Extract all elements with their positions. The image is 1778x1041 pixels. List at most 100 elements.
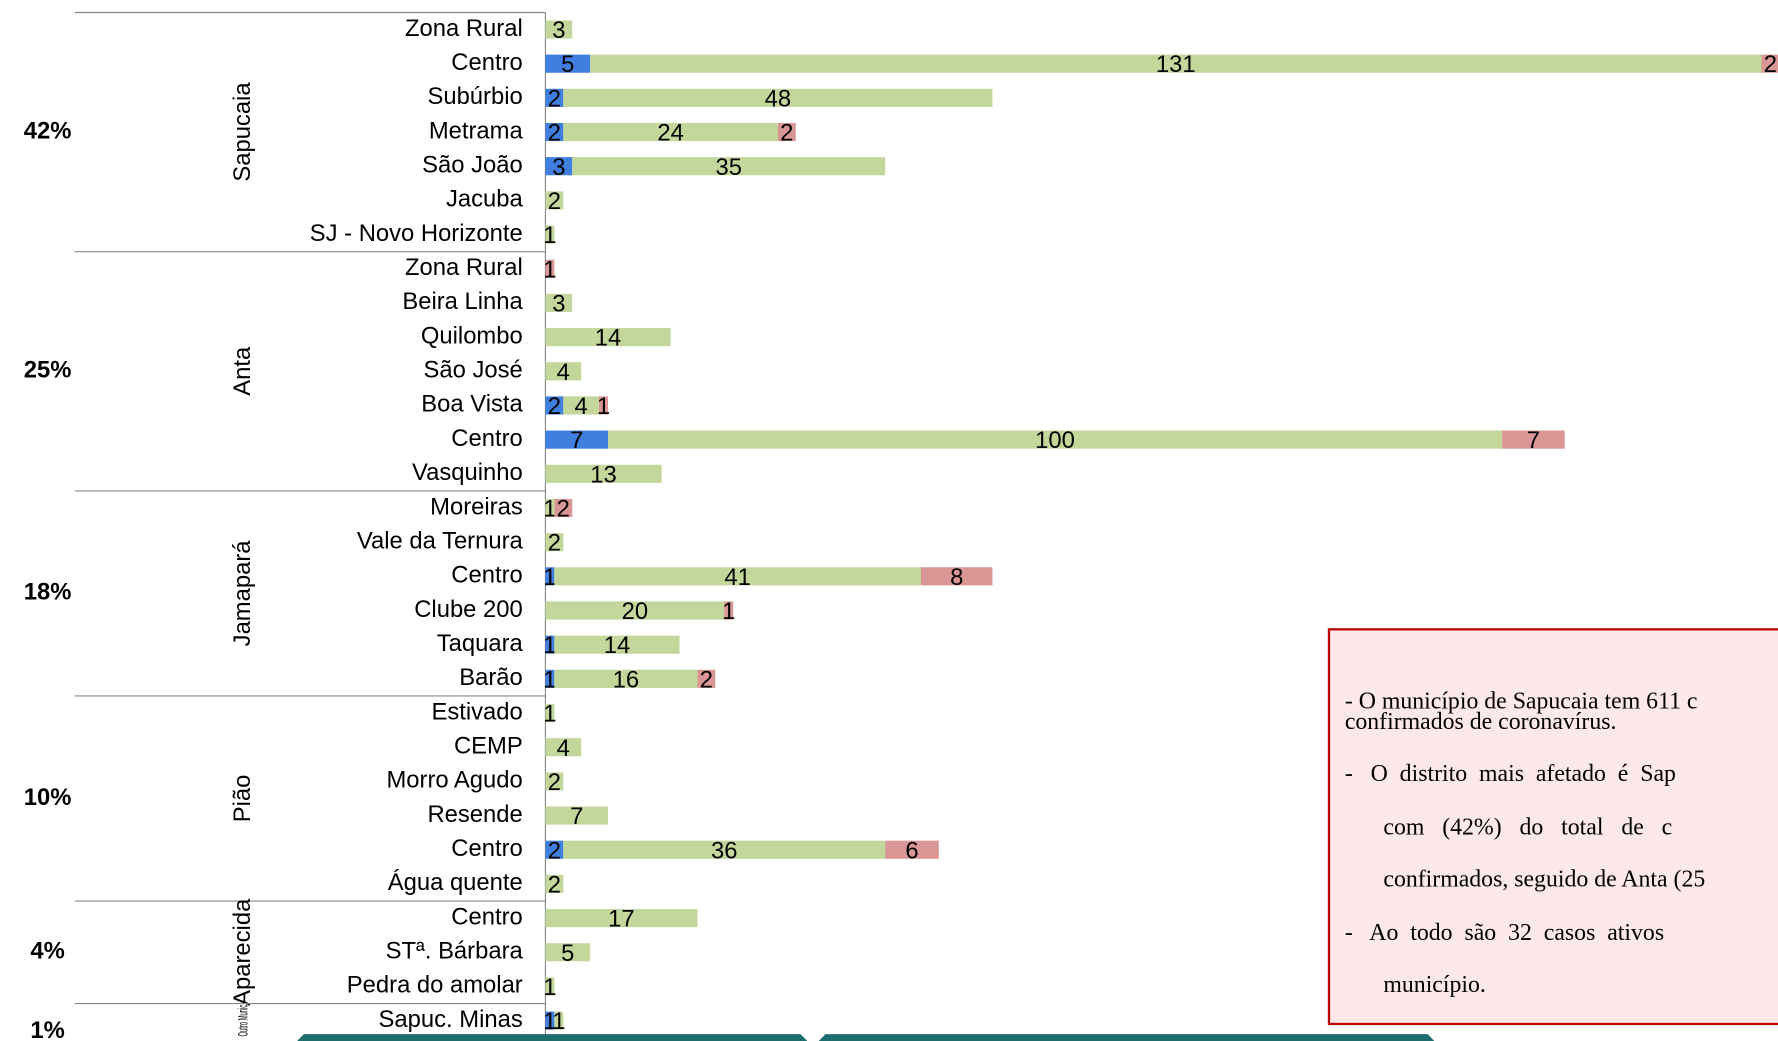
value-label: 2 [548, 393, 561, 420]
bar-segment [545, 122, 564, 142]
category-label: Resende [427, 801, 522, 828]
bar-segment [545, 874, 564, 893]
value-label: 17 [608, 906, 634, 933]
value-label: 2 [1764, 51, 1777, 78]
value-label: 4 [557, 359, 570, 386]
value-label: 41 [724, 564, 750, 591]
category-label: STª. Bárbara [386, 938, 524, 965]
note-line: confirmados de coronavírus. [1345, 709, 1617, 735]
bar-segment [545, 772, 564, 791]
category-label: Moreiras [430, 493, 523, 520]
category-label: Centro [451, 49, 522, 76]
bar-segment [777, 122, 796, 142]
category-label: Morro Agudo [386, 767, 522, 794]
value-label: 14 [604, 632, 630, 659]
group-share: 42% [24, 117, 72, 144]
group-share: 4% [30, 938, 64, 965]
bar-segment [545, 225, 555, 244]
category-label: Clube 200 [414, 596, 523, 623]
category-label: Quilombo [421, 322, 523, 349]
value-label: 1 [543, 1008, 556, 1035]
value-label: 3 [552, 290, 565, 317]
value-label: 1 [597, 393, 610, 420]
group-share: 18% [24, 579, 72, 606]
group-name: Aparecida [229, 898, 256, 1006]
bar-segment [599, 396, 609, 415]
value-label: 2 [548, 85, 561, 112]
value-label: 1 [543, 666, 556, 693]
bar-segment [1502, 430, 1565, 449]
value-label: 6 [905, 837, 918, 864]
bar-segment [545, 396, 564, 415]
bar-segment [697, 669, 716, 688]
bar-segment [545, 909, 698, 928]
bar-segment [885, 840, 939, 859]
value-label: 1 [552, 1008, 565, 1035]
category-label: Subúrbio [427, 83, 522, 110]
bar-segment [1761, 54, 1778, 73]
value-label: 1 [543, 564, 556, 591]
group-share: 25% [24, 357, 72, 384]
value-label: 1 [543, 974, 556, 1001]
bar-segment [545, 840, 564, 859]
bar-segment [563, 88, 993, 107]
bar-segment [724, 601, 734, 620]
value-label: 4 [575, 393, 588, 420]
bar-segment [920, 567, 993, 586]
value-label: 7 [570, 427, 583, 454]
bar-segment [554, 567, 921, 586]
bar-segment [545, 669, 555, 688]
bar-segment [563, 840, 886, 859]
note-line: - Ao todo são 32 casos ativos [1345, 920, 1664, 946]
value-label: 100 [1035, 427, 1075, 454]
group-share: 10% [24, 784, 72, 811]
category-label: Estivado [431, 698, 522, 725]
value-label: 35 [715, 154, 741, 181]
category-label: Zona Rural [405, 15, 523, 42]
value-label: 24 [657, 120, 683, 147]
value-label: 1 [543, 256, 556, 283]
category-label: Centro [451, 425, 522, 452]
bar-segment [563, 122, 778, 142]
note-line: - O distrito mais afetado é Sap [1345, 761, 1676, 787]
value-label: 2 [557, 496, 570, 523]
category-label: Centro [451, 562, 522, 589]
value-label: 8 [950, 564, 963, 591]
value-label: 1 [543, 222, 556, 249]
bar-segment [554, 669, 698, 688]
value-label: 2 [548, 871, 561, 898]
bar-segment [545, 362, 582, 381]
group-name: Pião [229, 775, 256, 823]
value-label: 1 [543, 632, 556, 659]
value-label: 20 [622, 598, 648, 625]
category-label: Beira Linha [402, 288, 523, 315]
bar-segment [590, 54, 1762, 73]
bar-segment [545, 20, 573, 39]
category-label: Taquara [437, 630, 524, 657]
value-label: 7 [1527, 427, 1540, 454]
note-line: município. [1383, 972, 1485, 998]
value-label: 2 [780, 120, 793, 147]
category-label: Água quente [388, 869, 523, 896]
bar-segment [545, 191, 564, 210]
note-line: confirmados, seguido de Anta (25 [1383, 867, 1705, 893]
value-label: 2 [548, 530, 561, 557]
value-label: 5 [561, 51, 574, 78]
bar-segment [545, 1011, 555, 1030]
category-label: SJ - Novo Horizonte [310, 220, 523, 247]
value-label: 131 [1156, 51, 1196, 78]
bar-segment [554, 498, 573, 518]
category-label: Zona Rural [405, 254, 523, 281]
value-label: 48 [765, 85, 791, 112]
bar-segment [545, 157, 573, 176]
value-label: 2 [548, 120, 561, 147]
bar-segment [545, 293, 573, 312]
group-name: Jamapará [229, 540, 256, 647]
bar-segment [545, 430, 609, 449]
bar-segment [545, 738, 582, 757]
note-line: com (42%) do total de c [1383, 814, 1672, 840]
bar-segment [545, 328, 671, 347]
bar-segment [545, 54, 591, 73]
